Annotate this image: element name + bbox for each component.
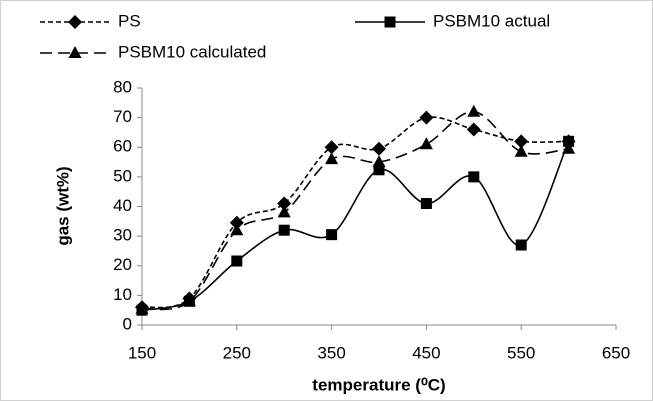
point (419, 137, 433, 150)
legend-marker (68, 46, 82, 58)
point (514, 144, 528, 157)
point (373, 164, 385, 176)
legend-label: PS (118, 11, 141, 30)
legend-marker (384, 16, 396, 28)
point (515, 239, 527, 251)
point (229, 215, 244, 230)
x-axis-title: temperature (⁰C) (312, 375, 445, 394)
legend-marker (68, 15, 82, 29)
point (562, 141, 576, 154)
legend-label: PSBM10 actual (433, 11, 550, 30)
point (467, 104, 481, 117)
point (419, 110, 434, 125)
point (468, 171, 480, 183)
x-tick-label: 150 (128, 343, 156, 362)
y-tick-label: 0 (123, 314, 132, 333)
point (278, 224, 290, 236)
point (372, 155, 386, 168)
x-tick-label: 550 (507, 343, 535, 362)
legend-label: PSBM10 calculated (118, 42, 266, 61)
point (372, 141, 386, 156)
point (135, 301, 149, 314)
point (326, 229, 338, 241)
point (466, 122, 481, 137)
point (324, 140, 339, 155)
y-tick-label: 80 (113, 77, 132, 96)
y-tick-label: 40 (113, 196, 132, 215)
point (182, 294, 196, 307)
point (230, 223, 244, 236)
y-tick-label: 60 (113, 137, 132, 156)
point (277, 205, 291, 218)
point (325, 152, 339, 165)
y-tick-label: 20 (113, 255, 132, 274)
y-tick-label: 70 (113, 107, 132, 126)
point (231, 255, 243, 267)
point (277, 196, 292, 211)
series-line (141, 110, 569, 311)
x-tick-label: 450 (412, 343, 440, 362)
y-axis-title: gas (wt%) (53, 166, 72, 245)
series-line (141, 116, 569, 309)
x-tick-label: 250 (223, 343, 251, 362)
point (563, 135, 575, 147)
x-tick-label: 350 (317, 343, 345, 362)
point (420, 198, 432, 210)
y-tick-label: 50 (113, 166, 132, 185)
point (514, 134, 529, 149)
y-tick-label: 30 (113, 226, 132, 245)
x-tick-label: 650 (602, 343, 630, 362)
y-tick-label: 10 (113, 285, 132, 304)
